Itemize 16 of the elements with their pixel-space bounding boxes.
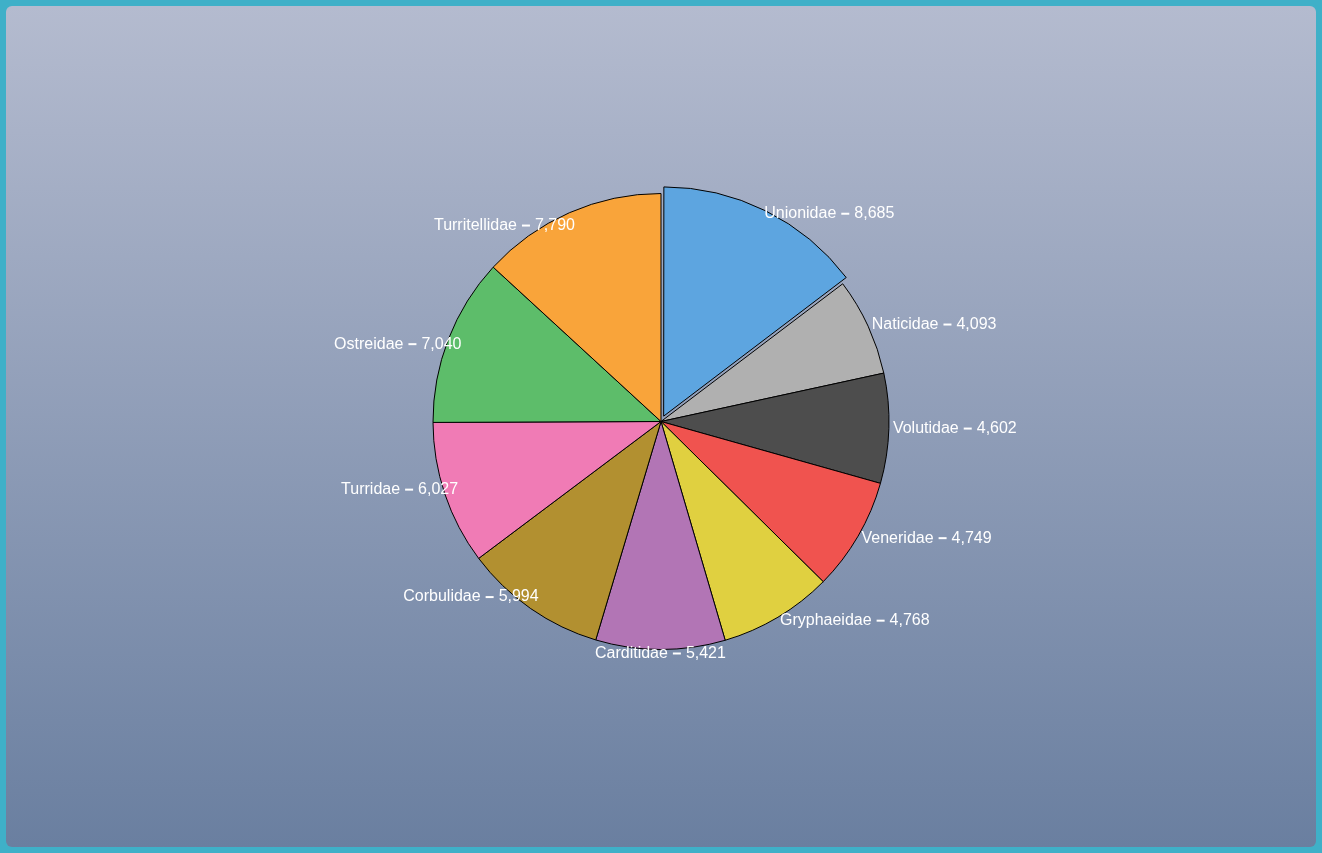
- slice-label: Carditidae: [594, 643, 668, 661]
- slice-label: Veneridae: [861, 528, 934, 546]
- slice-label: Gryphaeidae: [779, 611, 872, 629]
- slice-label: Turridae: [341, 480, 401, 498]
- slice-label: Ostreidae: [334, 334, 404, 352]
- slice-label: Turritellidae: [433, 215, 518, 233]
- data-label: 4,602: [976, 418, 1017, 436]
- slice-label: Corbulidae: [403, 587, 481, 605]
- slice-label: Naticidae: [871, 314, 939, 332]
- data-label: 4,768: [889, 611, 930, 629]
- data-label: 4,093: [956, 314, 997, 332]
- data-label: 4,749: [951, 528, 992, 546]
- data-label: 5,421: [685, 643, 727, 661]
- slice-label: Volutidae: [892, 418, 959, 436]
- slice-label: Unionidae: [764, 204, 837, 222]
- data-label: 8,685: [854, 204, 895, 222]
